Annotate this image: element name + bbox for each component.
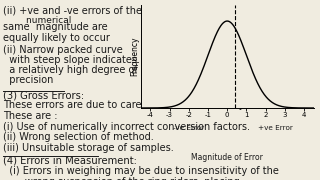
Text: These are :: These are : (3, 111, 58, 121)
Text: (3) Gross Errors:: (3) Gross Errors: (3, 90, 84, 100)
Text: precision: precision (3, 75, 53, 85)
Text: equally likely to occur: equally likely to occur (3, 33, 110, 43)
Text: wrong suspension of the ring riders, placing: wrong suspension of the ring riders, pla… (3, 177, 240, 180)
Text: +ve Error: +ve Error (258, 125, 292, 131)
Text: (iii) Unsuitable storage of samples.: (iii) Unsuitable storage of samples. (3, 143, 174, 153)
Text: with steep slope indicates: with steep slope indicates (3, 55, 137, 65)
Text: (ii) Wrong selection of method.: (ii) Wrong selection of method. (3, 132, 154, 142)
Text: a relatively high degree of: a relatively high degree of (3, 65, 138, 75)
Y-axis label: Frequency: Frequency (131, 37, 140, 76)
Text: (ii) Narrow packed curve: (ii) Narrow packed curve (3, 45, 123, 55)
Text: (4) Errors in Measurement:: (4) Errors in Measurement: (3, 156, 137, 166)
Text: -ve Error: -ve Error (173, 125, 204, 131)
Text: Magnitude of Error: Magnitude of Error (191, 153, 263, 162)
Text: (ii) +ve and -ve errors of the: (ii) +ve and -ve errors of the (3, 5, 142, 15)
Text: (i) Errors in weighing may be due to insensitivity of the: (i) Errors in weighing may be due to ins… (3, 166, 279, 177)
Text: numerical: numerical (3, 16, 72, 25)
Text: (i) Use of numerically incorrect conversion factors.: (i) Use of numerically incorrect convers… (3, 122, 250, 132)
Text: same  magnitude are: same magnitude are (3, 22, 108, 33)
Text: These errors are due to carelessness of the analyst.: These errors are due to carelessness of … (3, 100, 257, 110)
